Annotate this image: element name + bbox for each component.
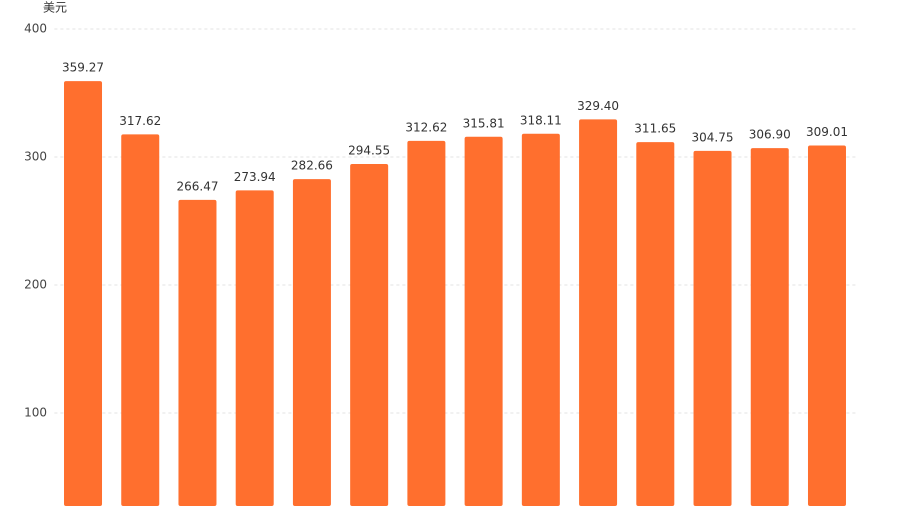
y-tick-label: 300 bbox=[24, 149, 47, 163]
data-label: 315.81 bbox=[463, 116, 505, 130]
bar bbox=[64, 81, 103, 506]
data-label: 294.55 bbox=[348, 143, 390, 157]
bar bbox=[350, 163, 389, 506]
bar bbox=[407, 140, 446, 506]
data-label: 359.27 bbox=[62, 61, 104, 75]
data-label: 282.66 bbox=[291, 159, 333, 173]
bar bbox=[121, 134, 160, 506]
bar bbox=[178, 199, 217, 506]
bar bbox=[464, 136, 503, 506]
data-label: 306.90 bbox=[749, 128, 791, 142]
data-label: 312.62 bbox=[405, 120, 447, 134]
y-tick-label: 100 bbox=[24, 405, 47, 419]
bar bbox=[292, 179, 331, 506]
bar bbox=[579, 119, 618, 506]
bar bbox=[521, 133, 560, 506]
bar bbox=[235, 190, 274, 506]
bar bbox=[636, 142, 675, 506]
data-label: 266.47 bbox=[176, 179, 218, 193]
data-label: 309.01 bbox=[806, 125, 848, 139]
y-tick-label: 200 bbox=[24, 277, 47, 291]
bar bbox=[693, 150, 732, 506]
data-label: 317.62 bbox=[119, 114, 161, 128]
data-label: 273.94 bbox=[234, 170, 276, 184]
data-label: 318.11 bbox=[520, 113, 562, 127]
y-tick-label: 400 bbox=[24, 22, 47, 36]
data-label: 311.65 bbox=[634, 122, 676, 136]
data-label: 329.40 bbox=[577, 99, 619, 113]
bar bbox=[750, 148, 789, 506]
bar bbox=[807, 145, 846, 506]
data-label: 304.75 bbox=[692, 130, 734, 144]
y-axis-label: 美元 bbox=[43, 1, 67, 15]
